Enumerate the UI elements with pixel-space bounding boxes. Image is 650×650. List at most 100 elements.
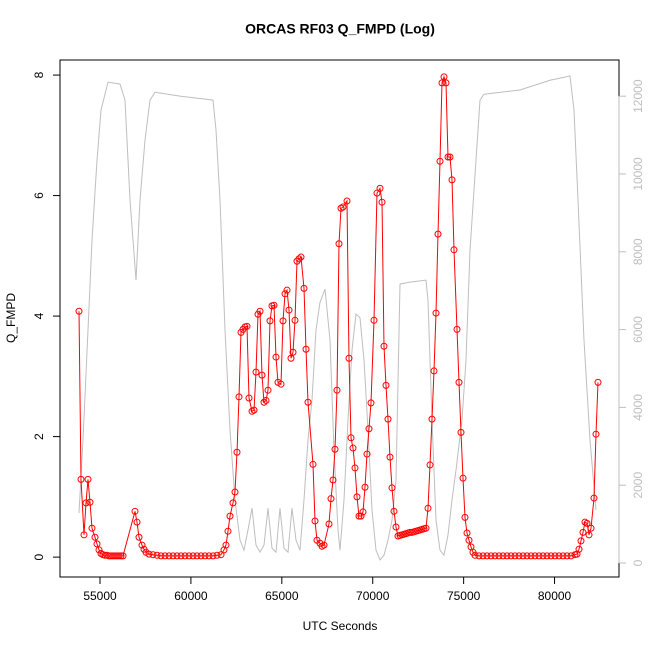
point xyxy=(442,79,450,87)
point xyxy=(380,342,388,350)
y-tick-label: 2 xyxy=(32,433,46,440)
point xyxy=(165,552,173,560)
point xyxy=(539,552,547,560)
point xyxy=(145,550,153,558)
point xyxy=(594,378,602,386)
y2-tick-label: 4000 xyxy=(631,394,645,421)
point xyxy=(258,371,266,379)
x-tick-label: 60000 xyxy=(174,589,208,603)
point xyxy=(592,430,600,438)
y-tick-label: 0 xyxy=(32,553,46,560)
point xyxy=(250,406,258,414)
point xyxy=(135,533,143,541)
point xyxy=(585,531,593,539)
y2-tick-label: 8000 xyxy=(631,238,645,265)
point xyxy=(93,540,101,548)
point xyxy=(590,494,598,502)
point xyxy=(424,504,432,512)
point xyxy=(320,541,328,549)
point xyxy=(422,524,430,532)
point xyxy=(86,498,94,506)
point xyxy=(209,552,217,560)
point xyxy=(579,528,587,536)
point xyxy=(555,552,563,560)
point xyxy=(205,552,213,560)
x-tick-label: 65000 xyxy=(265,589,299,603)
point xyxy=(535,552,543,560)
point xyxy=(357,512,365,520)
point xyxy=(551,552,559,560)
point xyxy=(479,552,487,560)
point xyxy=(543,552,551,560)
x-tick-label: 80000 xyxy=(538,589,572,603)
x-axis-label: UTC Seconds xyxy=(303,619,378,633)
point xyxy=(511,552,519,560)
point xyxy=(226,512,234,520)
point xyxy=(300,284,308,292)
point xyxy=(80,531,88,539)
point xyxy=(392,523,400,531)
point xyxy=(507,552,515,560)
point xyxy=(461,513,469,521)
point xyxy=(309,460,317,468)
point xyxy=(523,552,531,560)
point xyxy=(279,317,287,325)
y2-tick-label: 6000 xyxy=(631,316,645,343)
point xyxy=(138,541,146,549)
y2-tick-label: 10000 xyxy=(631,157,645,191)
point xyxy=(193,552,201,560)
point xyxy=(563,552,571,560)
point xyxy=(297,253,305,261)
point xyxy=(91,533,99,541)
point xyxy=(450,246,458,254)
point xyxy=(252,368,260,376)
point xyxy=(388,484,396,492)
point xyxy=(438,79,446,87)
point xyxy=(471,551,479,559)
point xyxy=(181,552,189,560)
point xyxy=(75,307,83,315)
point xyxy=(503,552,511,560)
y-axis-label: Q_FMPD xyxy=(4,293,18,343)
point xyxy=(386,453,394,461)
point xyxy=(495,552,503,560)
point xyxy=(331,445,339,453)
point xyxy=(531,552,539,560)
point xyxy=(455,378,463,386)
point xyxy=(457,428,465,436)
point xyxy=(487,552,495,560)
point xyxy=(272,353,280,361)
x-tick-label: 55000 xyxy=(83,589,117,603)
point xyxy=(365,425,373,433)
point xyxy=(428,415,436,423)
point xyxy=(119,552,127,560)
point xyxy=(291,316,299,324)
point xyxy=(82,499,90,507)
point xyxy=(440,73,448,81)
y2-tick-label: 2000 xyxy=(631,472,645,499)
point xyxy=(173,552,181,560)
point xyxy=(327,495,335,503)
point xyxy=(115,552,123,560)
y-tick-label: 4 xyxy=(32,312,46,319)
point xyxy=(430,367,438,375)
point xyxy=(213,551,221,559)
point xyxy=(373,189,381,197)
point xyxy=(353,493,361,501)
y2-tick-label: 0 xyxy=(631,559,645,566)
point xyxy=(133,518,141,526)
point xyxy=(277,380,285,388)
point xyxy=(515,552,523,560)
point xyxy=(153,551,161,559)
point xyxy=(325,520,333,528)
point xyxy=(197,552,205,560)
point xyxy=(465,536,473,544)
point xyxy=(527,552,535,560)
point xyxy=(547,552,555,560)
y-tick-label: 8 xyxy=(32,71,46,78)
point xyxy=(95,546,103,554)
point xyxy=(185,552,193,560)
y-tick-label: 6 xyxy=(32,192,46,199)
point xyxy=(351,464,359,472)
